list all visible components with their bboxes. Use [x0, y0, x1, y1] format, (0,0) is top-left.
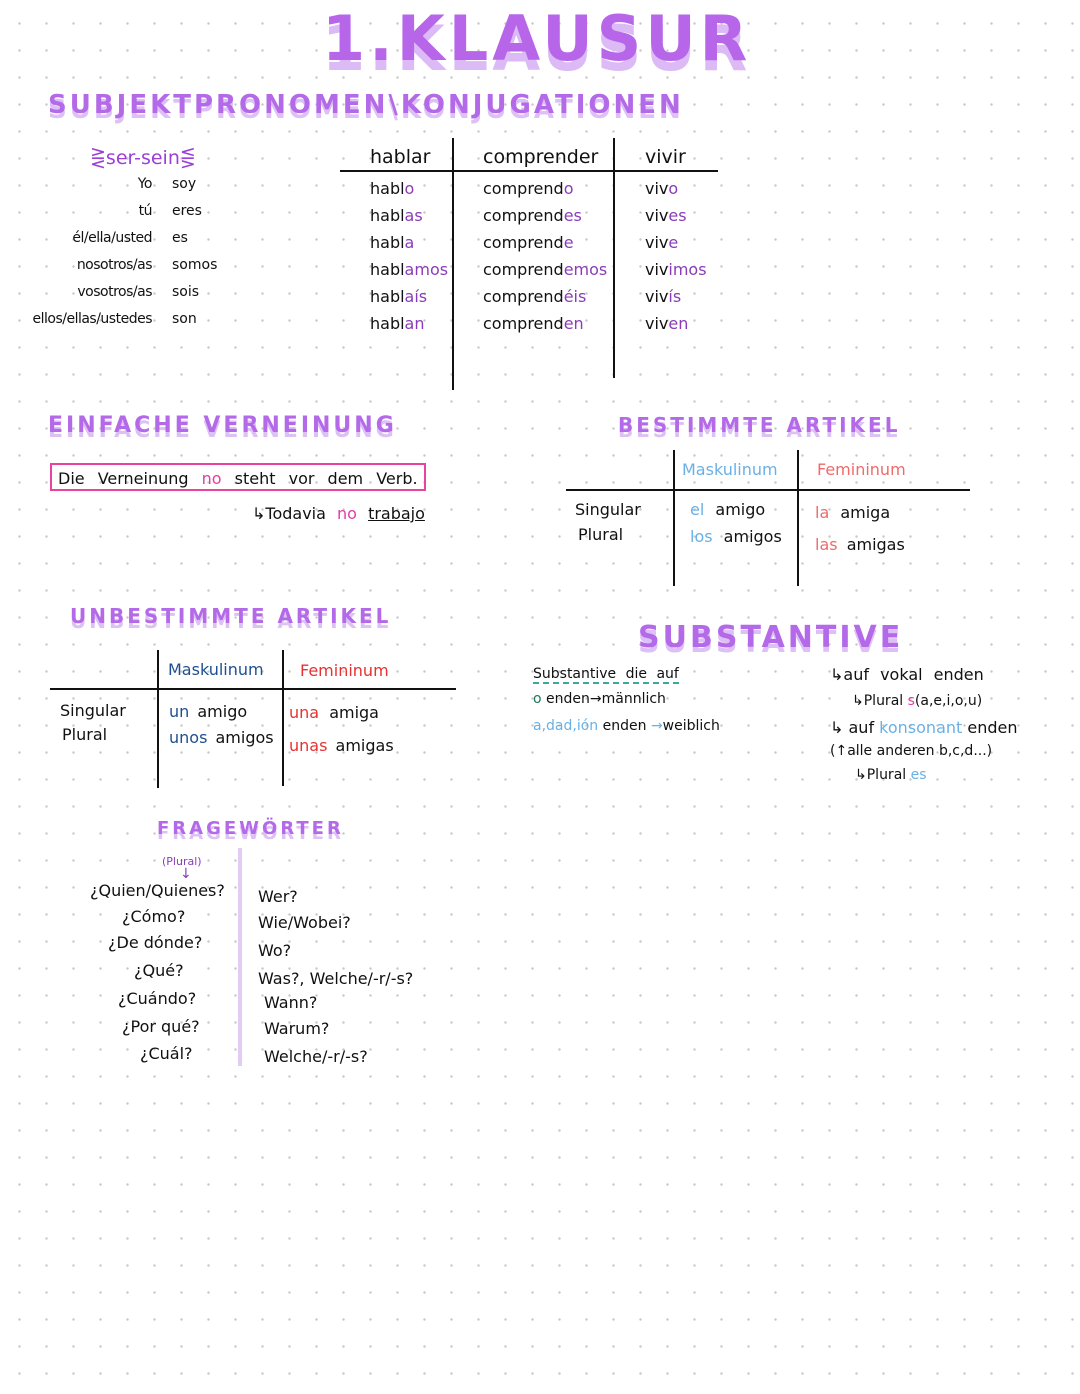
page-title: 1.KLAUSUR [322, 2, 752, 75]
table-divider [282, 650, 284, 786]
conjugated-form: hablamos [370, 260, 449, 279]
article-la: la amiga [815, 503, 891, 522]
table-divider [157, 650, 159, 788]
conjugated-form: vivo [645, 179, 679, 198]
table-divider [452, 138, 454, 390]
row-singular: Singular [60, 701, 126, 720]
konsonant-note: (↑alle anderen b,c,d...) [830, 743, 993, 759]
conjugated-form: viven [645, 314, 689, 333]
substantive-rule-title: Substantive die auf [533, 666, 679, 684]
article-unas: unas amigas [289, 736, 394, 755]
heading-subjektpronomen: SUBJEKTPRONOMEN\KONJUGATIONEN [48, 90, 684, 120]
ser-form: soy [172, 176, 197, 192]
question-word-de: Wo? [258, 941, 292, 960]
article-los: los amigos [690, 527, 782, 546]
col-femininum: Femininum [300, 661, 389, 680]
question-word-de: Welche/-r/-s? [264, 1047, 368, 1066]
col-femininum: Femininum [817, 460, 906, 479]
article-un: un amigo [169, 702, 248, 721]
verneinung-example: ↳Todavia no trabajo [252, 504, 425, 523]
plural-konsonant: ↳ auf konsonant enden [830, 718, 1018, 737]
arrow-down-icon: ↓ [180, 866, 192, 882]
row-singular: Singular [575, 500, 641, 519]
infinitive: comprender [483, 146, 599, 168]
pronoun: tú [138, 203, 153, 219]
pronoun: ellos/ellas/ustedes [32, 311, 152, 327]
heading-substantive: SUBSTANTIVE [638, 620, 904, 655]
conjugated-form: comprendes [483, 206, 582, 225]
question-word-de: Wer? [258, 887, 298, 906]
question-word-de: Wie/Wobei? [258, 913, 351, 932]
conjugated-form: hablaís [370, 287, 428, 306]
col-maskulinum: Maskulinum [682, 460, 778, 479]
heading-verneinung: EINFACHE VERNEINUNG [48, 413, 397, 438]
conjugated-form: comprendéis [483, 287, 587, 306]
conjugated-form: hablas [370, 206, 423, 225]
conjugated-form: vivís [645, 287, 682, 306]
question-word-es: ¿De dónde? [108, 933, 203, 952]
fragewoerter-divider [238, 848, 242, 1066]
table-rule [566, 489, 970, 491]
plural-note: (Plural) [162, 855, 202, 868]
table-rule [340, 170, 718, 172]
ser-form: somos [172, 257, 218, 273]
pronoun: Yo [137, 176, 153, 192]
question-word-de: Was?, Welche/-r/-s? [258, 969, 414, 988]
plural-vokal: ↳auf vokal enden [830, 665, 984, 684]
plural-s: ↳Plural s(a,e,i,o,u) [852, 693, 983, 709]
question-word-es: ¿Cuándo? [118, 989, 197, 1008]
table-divider [673, 450, 675, 586]
question-word-de: Wann? [264, 993, 318, 1012]
question-word-es: ¿Cuál? [140, 1044, 193, 1063]
col-maskulinum: Maskulinum [168, 660, 264, 679]
heading-fragewoerter: FRAGEWÖRTER [157, 818, 344, 839]
conjugated-form: hablo [370, 179, 415, 198]
substantive-rule-a: a,dad,ión enden →weiblich [533, 718, 720, 734]
infinitive: hablar [370, 146, 431, 168]
verneinung-rule-box: Die Verneinung no steht vor dem Verb. [50, 463, 426, 491]
heading-bestimmte-artikel: BESTIMMTE ARTIKEL [618, 413, 901, 437]
table-divider [613, 138, 615, 378]
row-plural: Plural [578, 525, 624, 544]
infinitive: vivir [645, 146, 686, 168]
ser-form: eres [172, 203, 202, 219]
conjugated-form: habla [370, 233, 415, 252]
article-una: una amiga [289, 703, 379, 722]
question-word-es: ¿Cómo? [122, 907, 186, 926]
conjugated-form: comprenden [483, 314, 584, 333]
heading-unbestimmte-artikel: UNBESTIMMTE ARTIKEL [70, 604, 392, 628]
ser-label: ⋛ser-sein⋚ [90, 147, 196, 169]
article-las: las amigas [815, 535, 905, 554]
ser-form: sois [172, 284, 200, 300]
pronoun: nosotros/as [76, 257, 153, 273]
question-word-es: ¿Qué? [134, 961, 184, 980]
ser-form: es [172, 230, 188, 246]
conjugated-form: vivimos [645, 260, 707, 279]
article-unos: unos amigos [169, 728, 274, 747]
pronoun: él/ella/usted [72, 230, 152, 246]
question-word-de: Warum? [264, 1019, 330, 1038]
table-rule [50, 688, 456, 690]
article-el: el amigo [690, 500, 766, 519]
conjugated-form: hablan [370, 314, 425, 333]
conjugated-form: vive [645, 233, 679, 252]
conjugated-form: comprende [483, 233, 574, 252]
ser-form: son [172, 311, 197, 327]
table-divider [797, 450, 799, 586]
conjugated-form: comprendo [483, 179, 574, 198]
pronoun: vosotros/as [77, 284, 152, 300]
substantive-rule-o: o enden→männlich [533, 691, 666, 707]
question-word-es: ¿Quien/Quienes? [90, 881, 225, 900]
question-word-es: ¿Por qué? [122, 1017, 200, 1036]
conjugated-form: vives [645, 206, 687, 225]
row-plural: Plural [62, 725, 108, 744]
plural-es: ↳Plural es [855, 767, 927, 783]
conjugated-form: comprendemos [483, 260, 608, 279]
